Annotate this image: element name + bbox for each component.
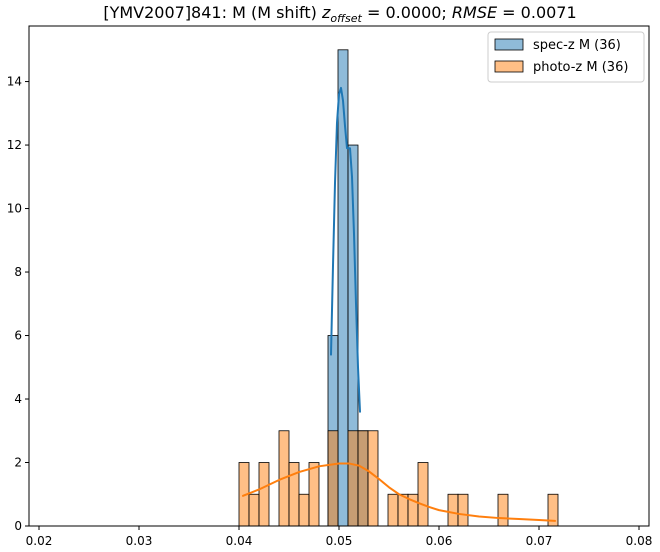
kde-curve [242, 462, 556, 522]
histogram-bar [347, 430, 359, 527]
bars-layer [238, 49, 559, 527]
x-tick-label: 0.02 [26, 534, 53, 548]
kde-curve [330, 86, 361, 413]
histogram-bar [337, 49, 349, 527]
y-axis: 0 2 4 6 8 10 12 14 [7, 75, 29, 533]
y-tick-label: 2 [14, 456, 22, 470]
legend: spec-z M (36) photo-z M (36) [487, 31, 645, 83]
histogram-bar [308, 462, 320, 527]
histogram-bar [387, 493, 399, 527]
x-tick-label: 0.08 [626, 534, 653, 548]
chart-title: [YMV2007]841: M (M shift) zoffset = 0.00… [103, 3, 576, 25]
y-tick-label: 10 [7, 202, 22, 216]
title-eq1: = 0.0000; [362, 3, 452, 22]
x-axis: 0.02 0.03 0.04 0.05 0.06 0.07 0.08 [26, 526, 653, 548]
histogram-bar [357, 430, 369, 527]
x-tick-label: 0.05 [326, 534, 353, 548]
x-tick-label: 0.04 [226, 534, 253, 548]
histogram-bar [417, 462, 429, 527]
title-z-subscript: offset [330, 12, 362, 25]
histogram-bar [397, 493, 409, 527]
y-tick-label: 14 [7, 75, 22, 89]
title-eq2: = 0.0071 [497, 3, 577, 22]
y-tick-label: 4 [14, 392, 22, 406]
title-rmse: RMSE [452, 3, 498, 22]
y-tick-label: 0 [14, 519, 22, 533]
title-z: z [321, 3, 331, 22]
histogram-bar [457, 493, 469, 527]
legend-swatch-spec-z [494, 38, 524, 51]
legend-label-photo-z: photo-z M (36) [533, 60, 628, 75]
y-tick-label: 6 [14, 329, 22, 343]
legend-box [487, 31, 645, 83]
x-tick-label: 0.06 [426, 534, 453, 548]
kde-layer [242, 86, 556, 522]
histogram-bar [258, 462, 270, 527]
histogram-bar [497, 493, 509, 527]
y-tick-label: 8 [14, 265, 22, 279]
x-tick-label: 0.03 [126, 534, 153, 548]
title-prefix: [YMV2007]841: M (M shift) [103, 3, 322, 22]
histogram-bar [327, 430, 339, 527]
histogram-bar [367, 430, 379, 527]
y-tick-label: 12 [7, 138, 22, 152]
histogram-bar [298, 493, 310, 527]
legend-label-spec-z: spec-z M (36) [533, 38, 621, 53]
histogram-bar [447, 493, 459, 527]
x-tick-label: 0.07 [526, 534, 553, 548]
legend-swatch-photo-z [494, 60, 524, 73]
histogram-bar [248, 493, 260, 527]
